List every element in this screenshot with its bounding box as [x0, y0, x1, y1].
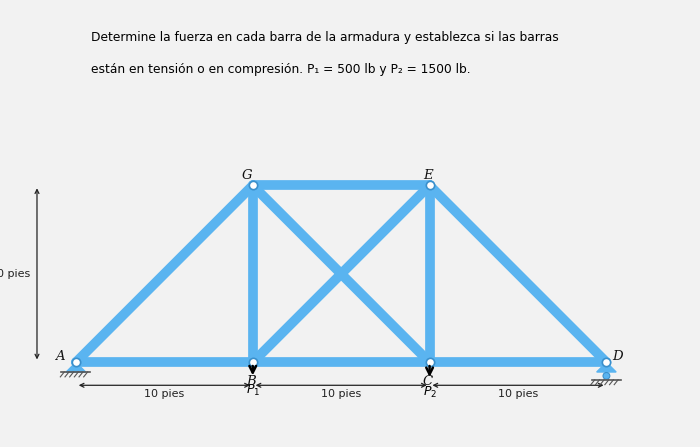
Polygon shape [66, 363, 85, 372]
Text: D: D [612, 350, 622, 363]
Text: G: G [242, 169, 253, 182]
Text: $P_2$: $P_2$ [423, 385, 437, 400]
Text: 10 pies: 10 pies [0, 269, 30, 279]
Text: 10 pies: 10 pies [498, 389, 538, 399]
Text: C: C [423, 375, 433, 388]
Text: Determine la fuerza en cada barra de la armadura y establezca si las barras: Determine la fuerza en cada barra de la … [91, 31, 559, 44]
Text: A: A [55, 350, 65, 363]
Text: están en tensión o en compresión. P₁ = 500 lb y P₂ = 1500 lb.: están en tensión o en compresión. P₁ = 5… [91, 63, 470, 76]
Text: 10 pies: 10 pies [144, 389, 184, 399]
Circle shape [603, 372, 610, 380]
Text: $P_1$: $P_1$ [246, 383, 260, 398]
Text: B: B [246, 375, 256, 388]
Text: E: E [423, 169, 433, 182]
Polygon shape [596, 363, 616, 372]
Text: 10 pies: 10 pies [321, 389, 361, 399]
